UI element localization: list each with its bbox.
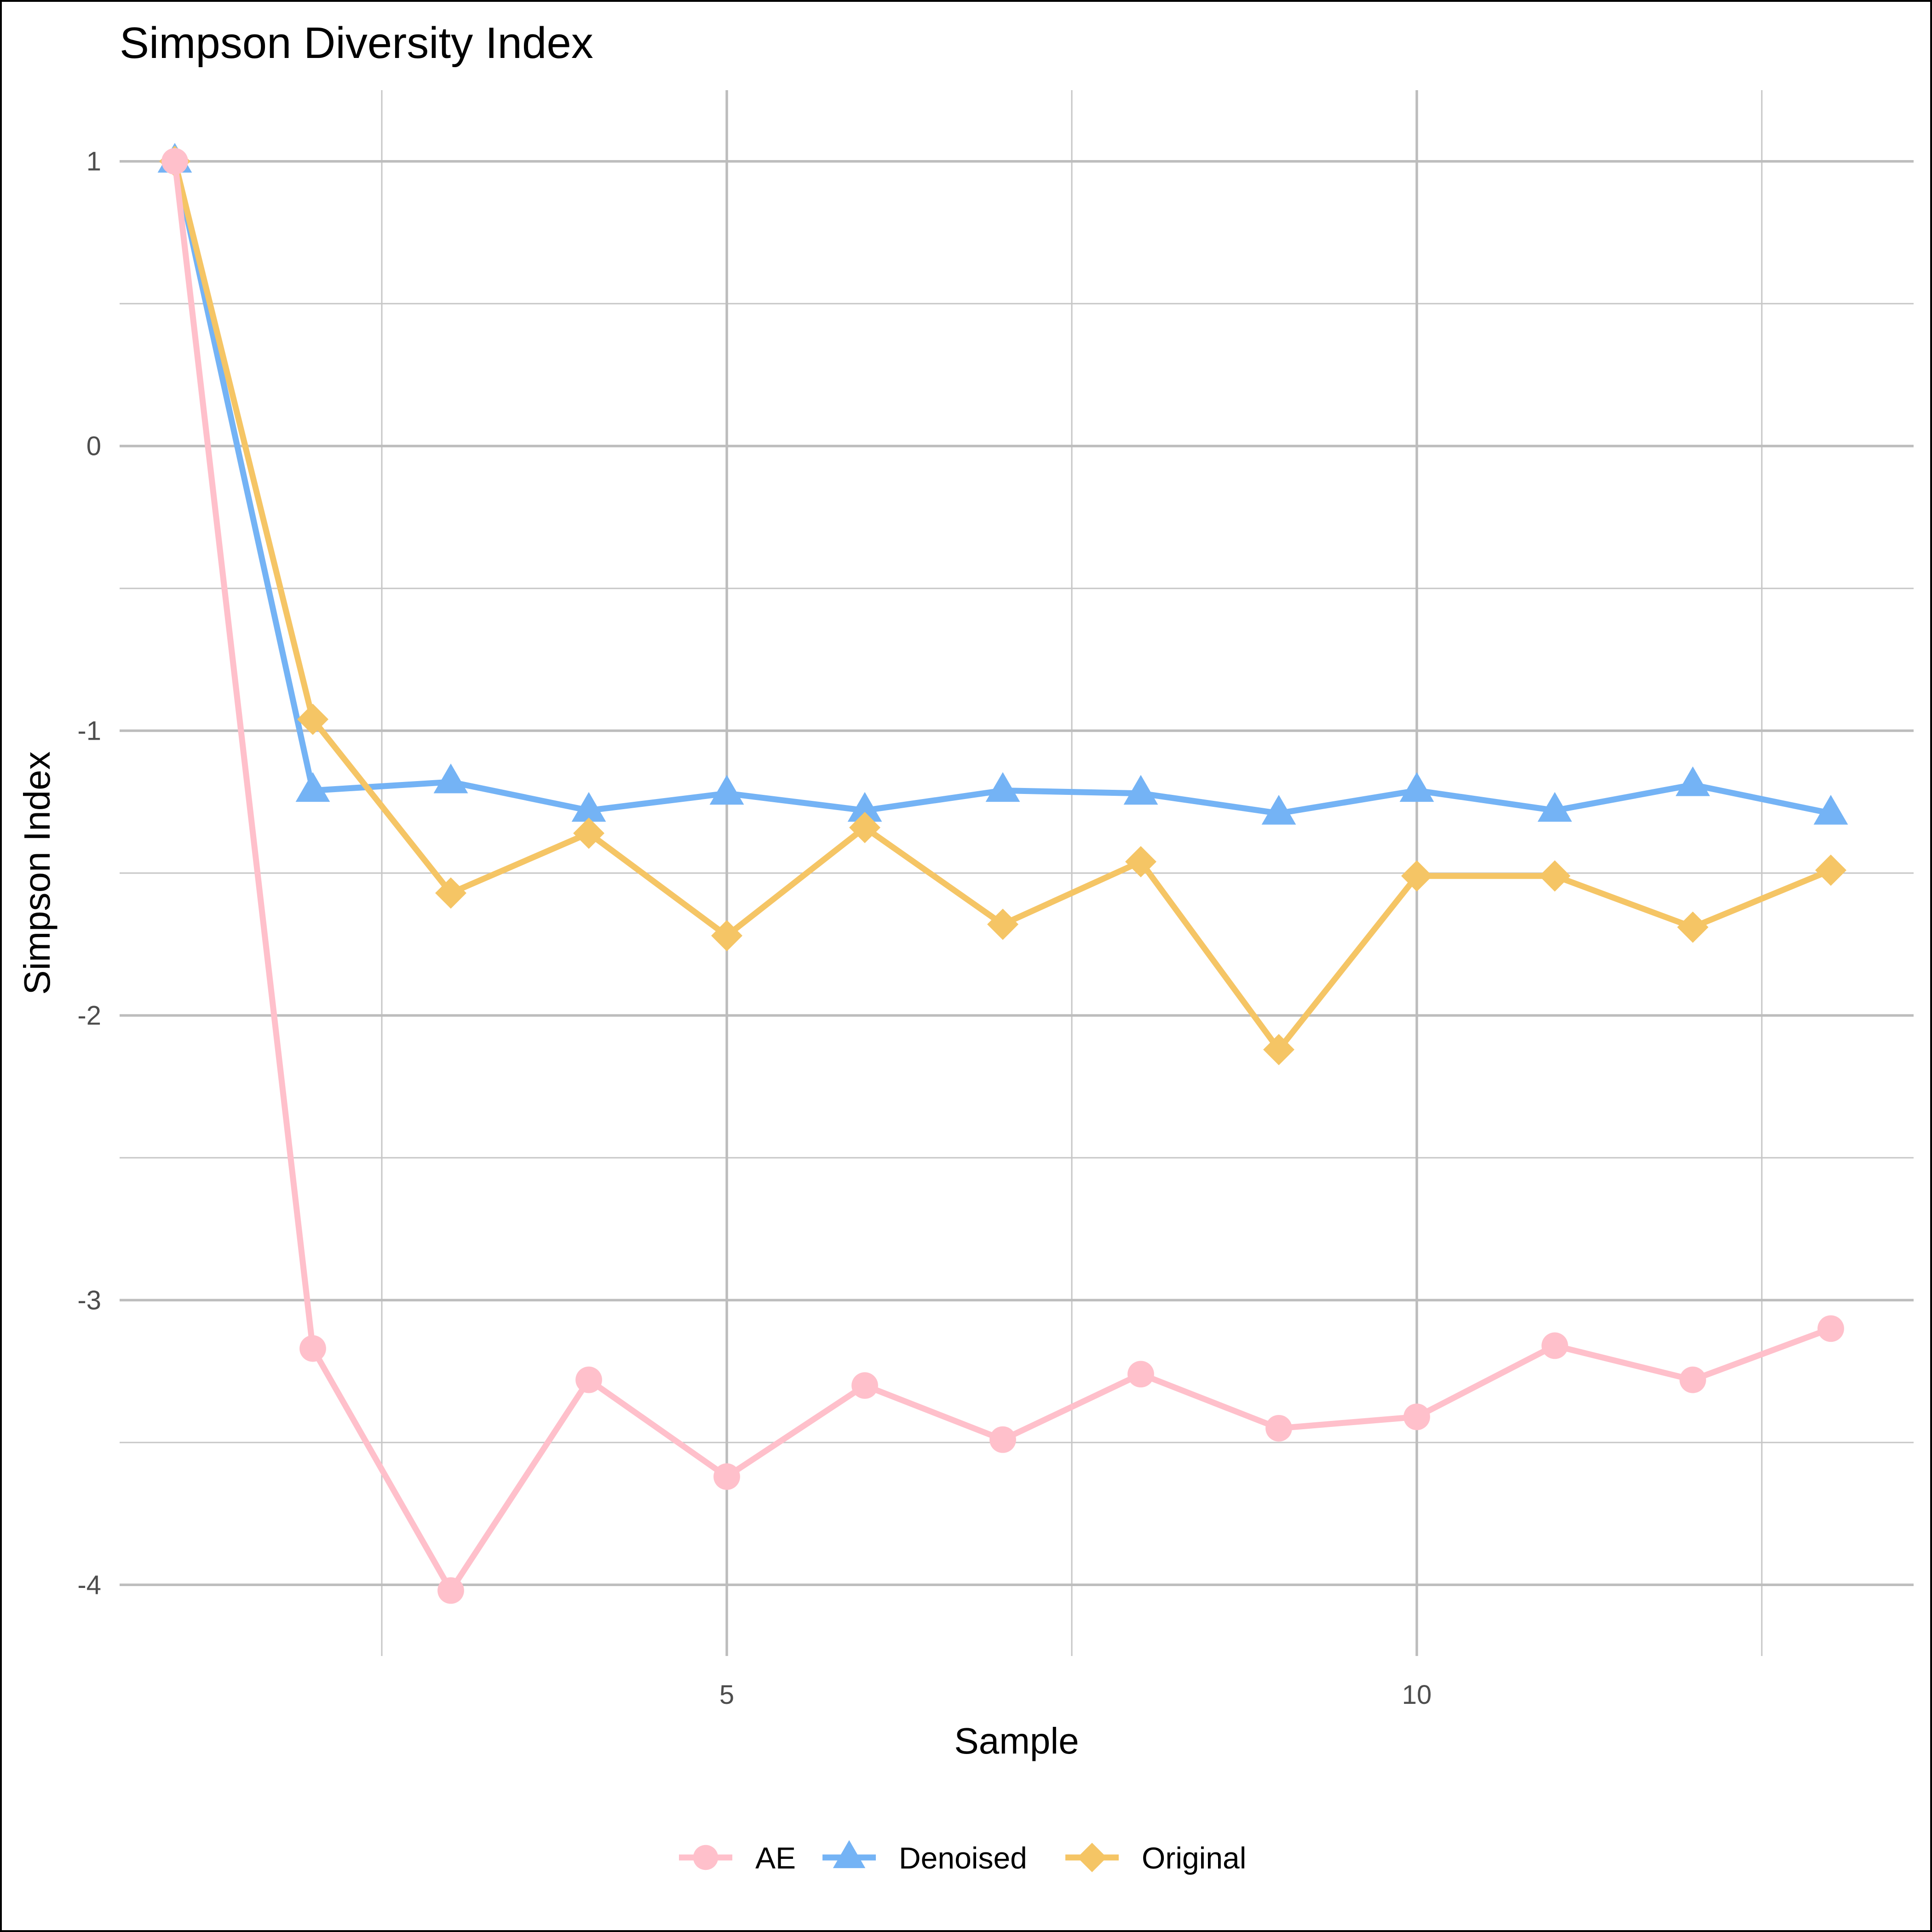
ae-point bbox=[1403, 1403, 1430, 1431]
original-point bbox=[849, 811, 880, 843]
original-point bbox=[1539, 860, 1570, 892]
denoised-line bbox=[172, 158, 1834, 816]
chart-title: Simpson Diversity Index bbox=[120, 18, 593, 68]
original-point bbox=[435, 877, 466, 909]
denoised-point bbox=[433, 763, 468, 794]
original-point bbox=[1815, 854, 1846, 886]
series-denoised bbox=[157, 143, 1848, 825]
legend-key-marker-denoised bbox=[833, 1840, 866, 1869]
ae-point bbox=[851, 1372, 878, 1399]
denoised-point bbox=[295, 772, 330, 802]
denoised-point bbox=[1123, 775, 1158, 805]
ae-point bbox=[299, 1335, 326, 1362]
y-tick-label: -3 bbox=[77, 1285, 101, 1315]
original-point bbox=[1677, 911, 1708, 943]
legend-item-ae: AE bbox=[679, 1841, 796, 1875]
denoised-point bbox=[1813, 794, 1848, 825]
ae-point bbox=[1817, 1315, 1844, 1342]
original-point bbox=[711, 920, 742, 952]
original-point bbox=[987, 908, 1018, 940]
ae-point bbox=[713, 1463, 740, 1490]
y-tick-label: 0 bbox=[86, 431, 101, 461]
original-point bbox=[1125, 846, 1156, 878]
x-axis-title: Sample bbox=[954, 1720, 1079, 1761]
legend: AE Denoised Original bbox=[679, 1840, 1246, 1875]
original-point bbox=[1401, 860, 1432, 892]
x-tick-label: 10 bbox=[1402, 1680, 1432, 1710]
y-axis-title: Simpson Index bbox=[17, 751, 58, 995]
ae-point bbox=[1265, 1414, 1292, 1442]
original-point bbox=[297, 703, 328, 735]
denoised-point bbox=[709, 775, 744, 805]
grid-lines bbox=[120, 90, 1914, 1656]
ae-line bbox=[172, 158, 1834, 1594]
denoised-point bbox=[571, 792, 606, 822]
ae-point bbox=[1127, 1361, 1154, 1388]
legend-key-marker-original bbox=[1077, 1843, 1107, 1872]
y-tick-label: -1 bbox=[77, 716, 101, 746]
legend-label-original: Original bbox=[1142, 1841, 1246, 1875]
x-tick-label: 5 bbox=[719, 1680, 734, 1710]
denoised-point bbox=[847, 792, 882, 822]
ae-point bbox=[989, 1426, 1016, 1453]
original-point bbox=[1263, 1034, 1294, 1065]
original-point bbox=[573, 817, 604, 849]
legend-label-denoised: Denoised bbox=[899, 1841, 1027, 1875]
legend-item-denoised: Denoised bbox=[822, 1840, 1027, 1875]
denoised-point bbox=[1537, 792, 1572, 822]
denoised-point bbox=[1399, 772, 1434, 802]
denoised-point bbox=[1261, 794, 1296, 825]
y-tick-label: 1 bbox=[86, 147, 101, 177]
y-tick-label: -2 bbox=[77, 1000, 101, 1030]
ae-point bbox=[1679, 1366, 1706, 1393]
ae-point bbox=[161, 148, 188, 175]
series-ae bbox=[161, 148, 1844, 1604]
ae-point bbox=[437, 1577, 464, 1604]
ae-point bbox=[575, 1366, 602, 1393]
legend-item-original: Original bbox=[1065, 1841, 1246, 1875]
series-original bbox=[159, 145, 1846, 1065]
legend-key-marker-ae bbox=[693, 1845, 719, 1870]
axes: 10-1-2-3-45 10 bbox=[77, 147, 1432, 1710]
y-tick-label: -4 bbox=[77, 1570, 101, 1600]
legend-label-ae: AE bbox=[755, 1841, 796, 1875]
data-series bbox=[157, 143, 1848, 1604]
denoised-point bbox=[985, 772, 1020, 802]
ae-point bbox=[1541, 1332, 1568, 1359]
denoised-point bbox=[1675, 766, 1710, 796]
